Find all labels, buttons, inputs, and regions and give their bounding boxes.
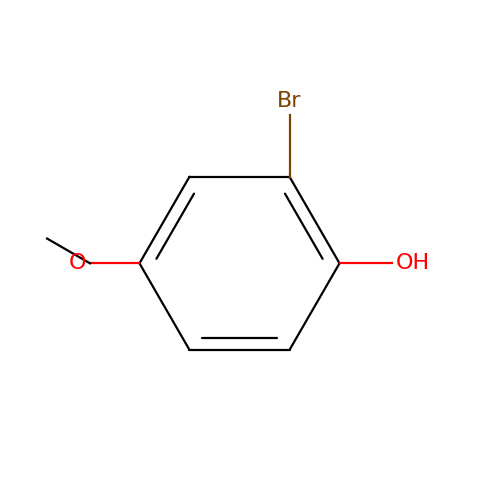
Text: OH: OH — [396, 253, 430, 274]
Text: O: O — [68, 253, 86, 274]
Text: Br: Br — [277, 91, 302, 111]
